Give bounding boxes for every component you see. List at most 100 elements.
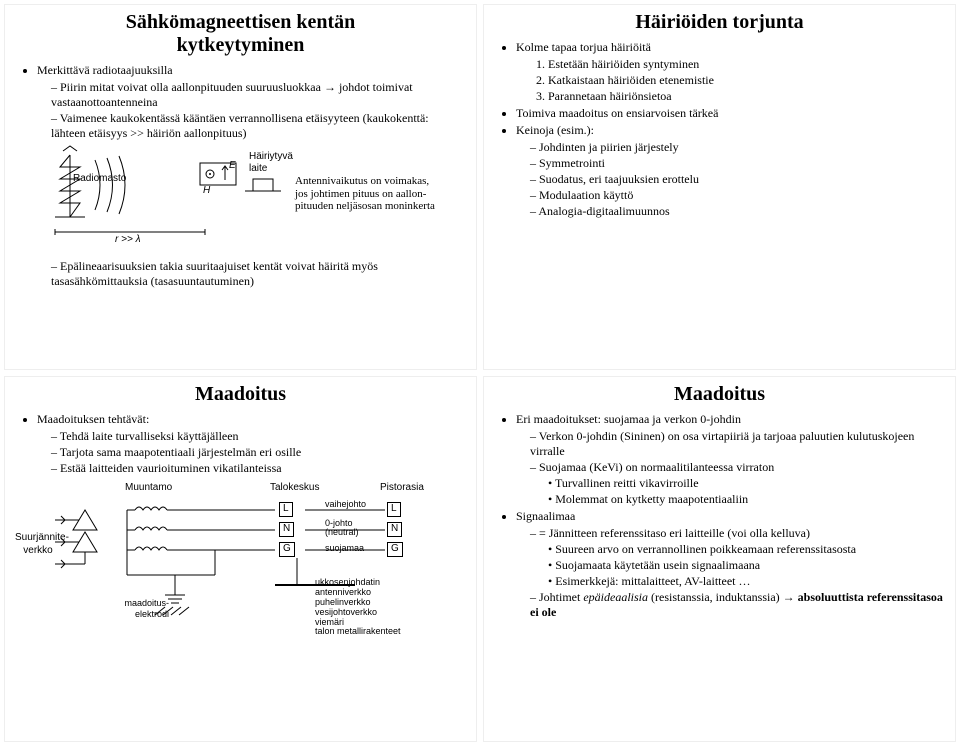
sig1b: Suojamaata käytetään usein signaalimaana bbox=[548, 558, 945, 573]
k3: Suodatus, eri taajuuksien erottelu bbox=[530, 172, 945, 187]
lbl-vaihe: vaihejohto bbox=[325, 499, 366, 510]
panel4-list: Eri maadoitukset: suojamaa ja verkon 0-j… bbox=[494, 412, 945, 620]
lbl-E: E bbox=[229, 160, 236, 173]
sig1c-pre: Esimerkkejä: mittalaitteet, AV-laitteet bbox=[555, 574, 738, 588]
k2: Symmetrointi bbox=[530, 156, 945, 171]
panel2-b3: Keinoja (esim.): Johdinten ja piirien jä… bbox=[516, 123, 945, 219]
panel4-sub1-sub: Turvallinen reitti vikavirroille Molemma… bbox=[530, 476, 945, 507]
s2a: Turvallinen reitti vikavirroille bbox=[548, 476, 945, 491]
lbl-hairiyt1: Häiriytyvä bbox=[249, 151, 293, 164]
panel-maadoitus-right: Maadoitus Eri maadoitukset: suojamaa ja … bbox=[483, 376, 956, 742]
t1: Tehdä laite turvalliseksi käyttäjälleen bbox=[51, 429, 466, 444]
sig2-pre: Johtimet bbox=[539, 590, 583, 604]
panel4-sig1-sub: Suureen arvo on verrannollinen poikkeama… bbox=[530, 542, 945, 589]
panel2-ol: 1. Estetään häiriöiden syntyminen 2. Kat… bbox=[516, 57, 945, 104]
panel2-ol3: 3. Parannetaan häiriönsietoa bbox=[536, 89, 945, 104]
s2b: Molemmat on kytketty maapotentiaaliin bbox=[548, 492, 945, 507]
panel1-b1: Merkittävä radiotaajuuksilla Piirin mita… bbox=[37, 63, 466, 141]
box-L1: L bbox=[279, 502, 293, 517]
note-l1: Antennivaikutus on voimakas, bbox=[295, 175, 429, 187]
sig1c-post: … bbox=[739, 574, 751, 588]
panel3-title: Maadoitus bbox=[15, 383, 466, 406]
box-G1: G bbox=[279, 542, 295, 557]
lbl-radiomasto: Radiomasto bbox=[73, 173, 126, 186]
panel1-b1-s1: Piirin mitat voivat olla aallonpituuden … bbox=[51, 80, 466, 110]
gl2: antenniverkko bbox=[315, 587, 371, 597]
t3: Estää laitteiden vaurioituminen vikatila… bbox=[51, 461, 466, 476]
sig1a: Suureen arvo on verrannollinen poikkeama… bbox=[548, 542, 945, 557]
panel1-list: Merkittävä radiotaajuuksilla Piirin mita… bbox=[15, 63, 466, 141]
box-N2: N bbox=[387, 522, 402, 537]
panel2-b2: Toimiva maadoitus on ensiarvoisen tärkeä bbox=[516, 106, 945, 121]
panel3-tasks: Tehdä laite turvalliseksi käyttäjälleen … bbox=[37, 429, 466, 476]
sj-l1: Suurjännite- bbox=[15, 532, 69, 543]
panel-em-coupling: Sähkömagneettisen kentän kytkeytyminen M… bbox=[4, 4, 477, 370]
lbl-elektrodi: maadoitus- elektrodi bbox=[119, 598, 169, 621]
sig1: = Jännitteen referenssitaso eri laitteil… bbox=[530, 526, 945, 589]
box-G2: G bbox=[387, 542, 403, 557]
panel4-title: Maadoitus bbox=[494, 383, 945, 406]
me-l2: elektrodi bbox=[135, 609, 169, 619]
sig1-text: = Jännitteen referenssitaso eri laitteil… bbox=[539, 526, 810, 540]
panel2-list: Kolme tapaa torjua häiriöitä 1. Estetään… bbox=[494, 40, 945, 219]
lbl-r-lambda: r >> λ bbox=[115, 234, 141, 247]
panel2-title: Häiriöiden torjunta bbox=[494, 11, 945, 34]
grounding-diagram: Suurjännite- verkko Muuntamo Talokeskus … bbox=[15, 480, 466, 630]
sig2-em: epäideaalisia bbox=[583, 590, 648, 604]
lbl-neutral: 0-johto (neutral) bbox=[325, 519, 359, 537]
note-l2: jos johtimen pituus on aallon- bbox=[295, 188, 426, 200]
sig2: Johtimet epäideaalisia (resistanssia, in… bbox=[530, 590, 945, 620]
panel1-sublist: Piirin mitat voivat olla aallonpituuden … bbox=[37, 80, 466, 141]
gl6: talon metallirakenteet bbox=[315, 626, 401, 636]
panel3-b1: Maadoituksen tehtävät: Tehdä laite turva… bbox=[37, 412, 466, 476]
panel4-sub2: = Jännitteen referenssitaso eri laitteil… bbox=[516, 526, 945, 620]
ground-bus-list: ukkosenjohdatin antenniverkko puhelinver… bbox=[315, 578, 401, 637]
panel4-b1: Eri maadoitukset: suojamaa ja verkon 0-j… bbox=[516, 412, 945, 507]
panel1-diagram: Radiomasto H E Häiriytyvä laite r >> λ A… bbox=[35, 145, 466, 255]
panel2-b3-text: Keinoja (esim.): bbox=[516, 123, 594, 137]
gl1: ukkosenjohdatin bbox=[315, 577, 380, 587]
lbl-sj: Suurjännite- verkko bbox=[15, 532, 61, 557]
panel4-b2-text: Signaalimaa bbox=[516, 509, 575, 523]
panel1-title: Sähkömagneettisen kentän kytkeytyminen bbox=[15, 11, 466, 57]
box-N1: N bbox=[279, 522, 294, 537]
gl3: puhelinverkko bbox=[315, 597, 371, 607]
lbl-suojamaa: suojamaa bbox=[325, 543, 364, 554]
lbl-pistorasia: Pistorasia bbox=[380, 482, 424, 495]
panel1-b1-s2: Vaimenee kaukokentässä kääntäen verranno… bbox=[51, 111, 466, 141]
gl5: viemäri bbox=[315, 617, 344, 627]
t2: Tarjota sama maapotentiaali järjestelmän… bbox=[51, 445, 466, 460]
k5: Analogia-digitaalimuunnos bbox=[530, 204, 945, 219]
panel3-list: Maadoituksen tehtävät: Tehdä laite turva… bbox=[15, 412, 466, 476]
panel4-b1-text: Eri maadoitukset: suojamaa ja verkon 0-j… bbox=[516, 412, 741, 426]
sig1c: Esimerkkejä: mittalaitteet, AV-laitteet … bbox=[548, 574, 945, 589]
panel1-b1-text: Merkittävä radiotaajuuksilla bbox=[37, 63, 173, 77]
sj-l2: verkko bbox=[23, 545, 52, 556]
sig2-post: (resistanssia, induktanssia) → bbox=[648, 590, 798, 604]
panel2-ol1: 1. Estetään häiriöiden syntyminen bbox=[536, 57, 945, 72]
me-l1: maadoitus- bbox=[124, 598, 169, 608]
panel1-b1-s3: Epälineaarisuuksien takia suuritaajuiset… bbox=[51, 259, 466, 289]
s2-text: Suojamaa (KeVi) on normaalitilanteessa v… bbox=[539, 460, 774, 474]
title-line1: Sähkömagneettisen kentän bbox=[126, 11, 355, 33]
panel2-b1: Kolme tapaa torjua häiriöitä 1. Estetään… bbox=[516, 40, 945, 104]
box-L2: L bbox=[387, 502, 401, 517]
panel4-b2: Signaalimaa = Jännitteen referenssitaso … bbox=[516, 509, 945, 620]
s1: Verkon 0-johdin (Sininen) on osa virtapi… bbox=[530, 429, 945, 459]
antenna-note: Antennivaikutus on voimakas, jos johtime… bbox=[295, 175, 460, 213]
neutral-l2: (neutral) bbox=[325, 527, 359, 537]
panel1-tail: Epälineaarisuuksien takia suuritaajuiset… bbox=[15, 259, 466, 289]
gl4: vesijohtoverkko bbox=[315, 607, 377, 617]
lbl-muuntamo: Muuntamo bbox=[125, 482, 172, 495]
note-l3: pituuden neljäsosan moninkerta bbox=[295, 200, 435, 212]
panel2-b1-text: Kolme tapaa torjua häiriöitä bbox=[516, 40, 651, 54]
panel3-b1-text: Maadoituksen tehtävät: bbox=[37, 412, 149, 426]
lbl-H: H bbox=[203, 185, 210, 198]
panel2-ol2: 2. Katkaistaan häiriöiden etenemistie bbox=[536, 73, 945, 88]
lbl-talokeskus: Talokeskus bbox=[270, 482, 319, 495]
lbl-hairiyt2: laite bbox=[249, 163, 267, 176]
s2: Suojamaa (KeVi) on normaalitilanteessa v… bbox=[530, 460, 945, 507]
panel-torjunta: Häiriöiden torjunta Kolme tapaa torjua h… bbox=[483, 4, 956, 370]
k4: Modulaation käyttö bbox=[530, 188, 945, 203]
title-line2: kytkeytyminen bbox=[177, 34, 305, 56]
